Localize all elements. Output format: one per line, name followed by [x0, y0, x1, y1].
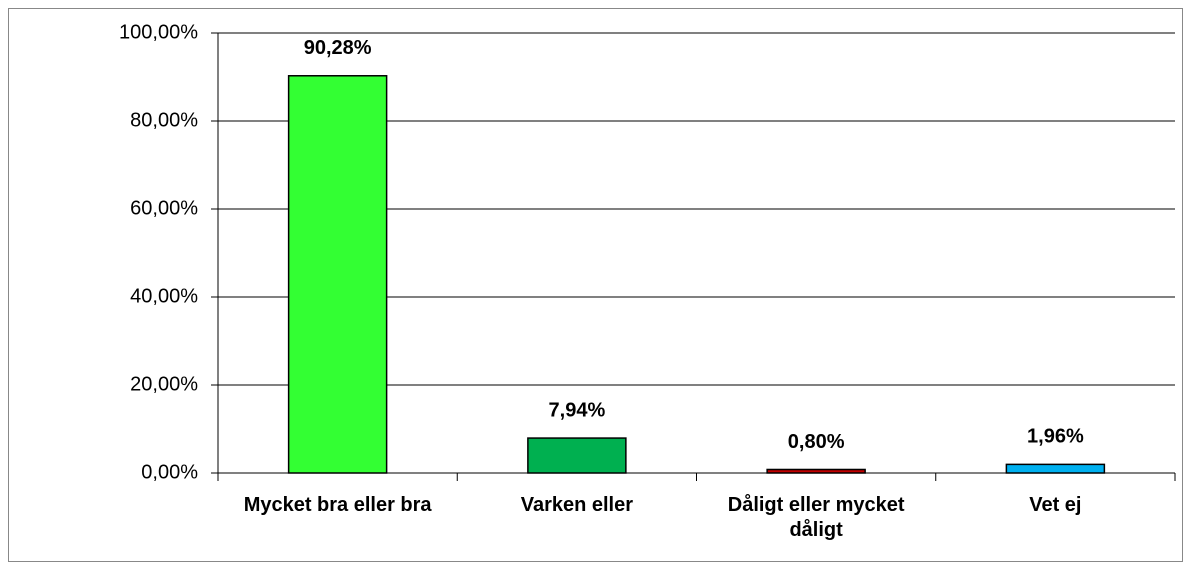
y-tick-label: 40,00%: [130, 285, 198, 307]
x-tick-label: Dåligt eller mycket dåligt: [727, 494, 905, 541]
y-tick-label: 80,00%: [130, 109, 198, 131]
chart-border: [8, 8, 1183, 562]
data-label: 1,96%: [1027, 426, 1084, 448]
data-label: 0,80%: [788, 431, 845, 453]
y-tick-label: 0,00%: [141, 461, 198, 483]
bar: [1005, 463, 1106, 474]
y-tick-label: 20,00%: [130, 373, 198, 395]
bar: [287, 75, 388, 474]
bar: [766, 468, 866, 474]
bar: [527, 437, 627, 474]
data-label: 90,28%: [304, 37, 372, 59]
y-tick-label: 60,00%: [130, 197, 198, 219]
x-tick-label: Vet ej: [1029, 494, 1082, 516]
x-tick-label: Mycket bra eller bra: [243, 494, 432, 516]
data-label: 7,94%: [549, 399, 606, 421]
x-tick-label: Varken eller: [520, 494, 634, 516]
y-tick-label: 100,00%: [119, 21, 198, 43]
